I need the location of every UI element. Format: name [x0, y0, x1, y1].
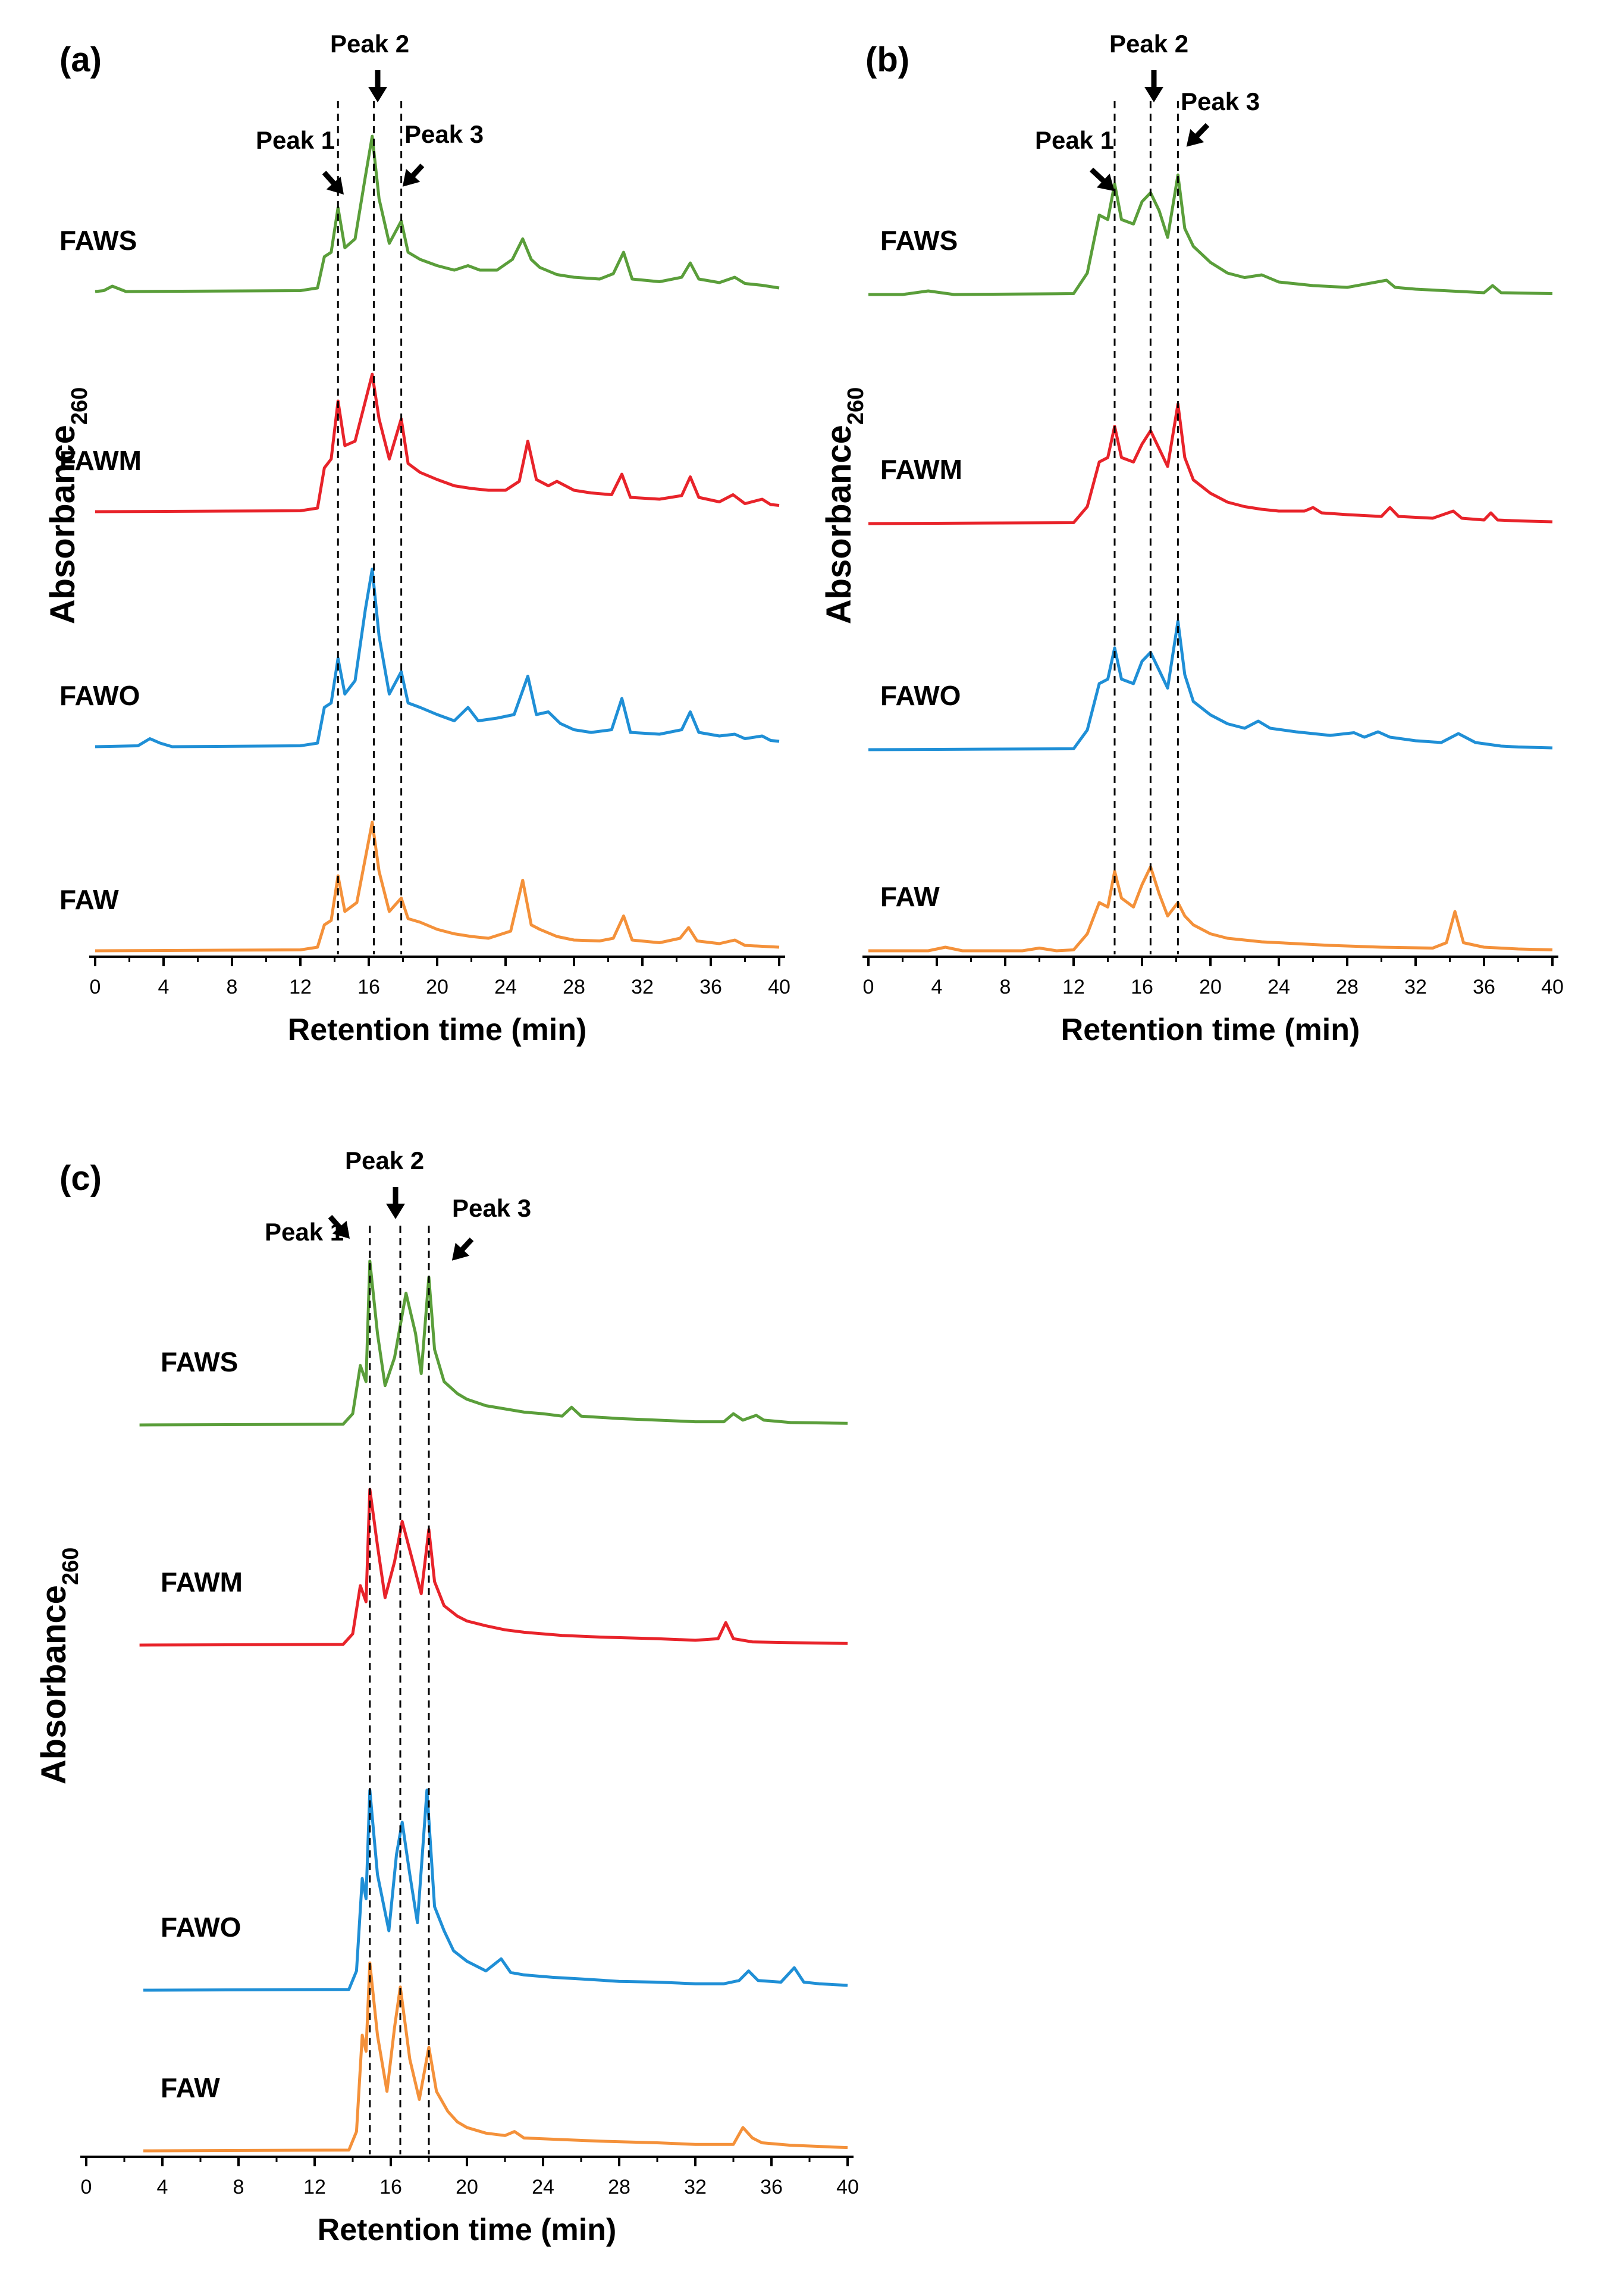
x-tick-label: 4	[158, 976, 170, 998]
x-tick-label: 32	[631, 976, 654, 998]
x-tick-label: 16	[1131, 976, 1153, 998]
x-tick-label: 12	[303, 2176, 326, 2198]
peak-label-2: Peak 2	[1109, 30, 1188, 58]
x-tick-label: 0	[90, 976, 101, 998]
peak-arrow-head-2	[368, 87, 387, 102]
x-tick-label: 8	[233, 2176, 244, 2198]
peak-arrow-head-3	[1186, 129, 1204, 147]
peak-label-2: Peak 2	[345, 1147, 424, 1174]
x-axis-title: Retention time (min)	[318, 2213, 617, 2247]
peak-label-1: Peak 1	[1035, 126, 1114, 154]
peak-arrow-head-1	[332, 1220, 350, 1239]
x-tick-label: 24	[1268, 976, 1290, 998]
panel-label: (c)	[59, 1159, 102, 1198]
trace-faw	[95, 820, 780, 953]
trace-fawm	[139, 1487, 848, 1647]
x-tick-label: 0	[863, 976, 874, 998]
panel-label: (a)	[59, 40, 102, 79]
y-axis-title: Absorbance260	[34, 1548, 83, 1785]
peak-label-3: Peak 3	[452, 1194, 531, 1222]
trace-faws	[139, 1260, 848, 1427]
peak-label-2: Peak 2	[330, 30, 409, 58]
panel-label: (b)	[865, 40, 909, 79]
trace-label-fawm: FAWM	[161, 1567, 243, 1598]
x-tick-label: 36	[699, 976, 722, 998]
x-axis-title: Retention time (min)	[288, 1013, 587, 1047]
x-tick-label: 8	[227, 976, 238, 998]
peak-label-3: Peak 3	[1181, 87, 1260, 115]
x-tick-label: 32	[684, 2176, 707, 2198]
x-tick-label: 24	[532, 2176, 554, 2198]
trace-label-faws: FAWS	[880, 225, 958, 256]
trace-fawo	[868, 619, 1553, 751]
peak-arrow-head-3	[451, 1242, 470, 1261]
trace-faws	[868, 173, 1553, 296]
x-tick-label: 32	[1404, 976, 1427, 998]
trace-label-faws: FAWS	[161, 1346, 238, 1377]
y-axis-title-subscript: 260	[58, 1548, 83, 1585]
trace-fawo	[95, 568, 780, 748]
x-tick-label: 20	[426, 976, 448, 998]
x-tick-label: 16	[379, 2176, 402, 2198]
trace-label-fawm: FAWM	[59, 445, 142, 476]
x-tick-label: 40	[1541, 976, 1564, 998]
x-tick-label: 8	[1000, 976, 1011, 998]
peak-arrow-head-1	[326, 176, 344, 195]
peak-label-1: Peak 1	[265, 1218, 344, 1246]
x-tick-label: 28	[1336, 976, 1359, 998]
trace-label-faws: FAWS	[59, 225, 137, 256]
y-axis-title-main: Absorbance	[820, 425, 858, 624]
x-tick-label: 4	[157, 2176, 168, 2198]
x-tick-label: 16	[357, 976, 380, 998]
chart-panel-2: (b) Absorbance260 0 4 8 12 16 20 24 28 32 36 40 Reten…	[820, 30, 1564, 1047]
trace-faws	[95, 134, 780, 293]
y-axis-title-subscript: 260	[67, 387, 92, 425]
chart-panel-3: (c) Absorbance260 0 4 8 12 16 20 24 28 32 36 40 Reten…	[34, 1147, 859, 2247]
x-tick-label: 0	[81, 2176, 92, 2198]
trace-label-faw: FAW	[880, 881, 940, 912]
trace-label-fawo: FAWO	[161, 1912, 241, 1943]
trace-fawm	[868, 402, 1553, 525]
peak-arrow-head-2	[386, 1204, 405, 1219]
peak-arrow-head-2	[1144, 87, 1163, 102]
trace-label-fawm: FAWM	[880, 454, 962, 485]
x-tick-label: 36	[1473, 976, 1495, 998]
peak-arrow-head-1	[1096, 173, 1115, 192]
x-tick-label: 28	[608, 2176, 630, 2198]
x-tick-label: 40	[768, 976, 790, 998]
trace-label-fawo: FAWO	[880, 680, 961, 711]
x-tick-label: 40	[836, 2176, 859, 2198]
peak-label-3: Peak 3	[404, 120, 484, 148]
y-axis-title-main: Absorbance	[34, 1585, 73, 1784]
x-tick-label: 20	[1199, 976, 1222, 998]
trace-label-fawo: FAWO	[59, 680, 140, 711]
peak-label-1: Peak 1	[256, 126, 335, 154]
x-tick-label: 4	[931, 976, 943, 998]
trace-fawo	[143, 1788, 848, 1992]
trace-faw	[143, 1961, 848, 2153]
trace-label-faw: FAW	[59, 884, 119, 915]
y-axis-title-subscript: 260	[843, 387, 868, 425]
peak-arrow-head-3	[402, 168, 421, 187]
chart-panel-1: (a) Absorbance260 0 4 8 12 16 20 24 28 32 36 40 Reten…	[43, 30, 790, 1047]
y-axis-title-main: Absorbance	[43, 425, 82, 624]
y-axis-title: Absorbance260	[820, 387, 868, 625]
trace-fawm	[95, 372, 780, 513]
x-tick-label: 24	[494, 976, 517, 998]
x-tick-label: 12	[1062, 976, 1085, 998]
x-tick-label: 12	[289, 976, 312, 998]
x-tick-label: 20	[456, 2176, 478, 2198]
x-tick-label: 36	[760, 2176, 783, 2198]
trace-label-faw: FAW	[161, 2072, 220, 2103]
trace-faw	[868, 865, 1553, 953]
x-tick-label: 28	[563, 976, 585, 998]
y-axis-title: Absorbance260	[43, 387, 92, 625]
x-axis-title: Retention time (min)	[1061, 1013, 1360, 1047]
